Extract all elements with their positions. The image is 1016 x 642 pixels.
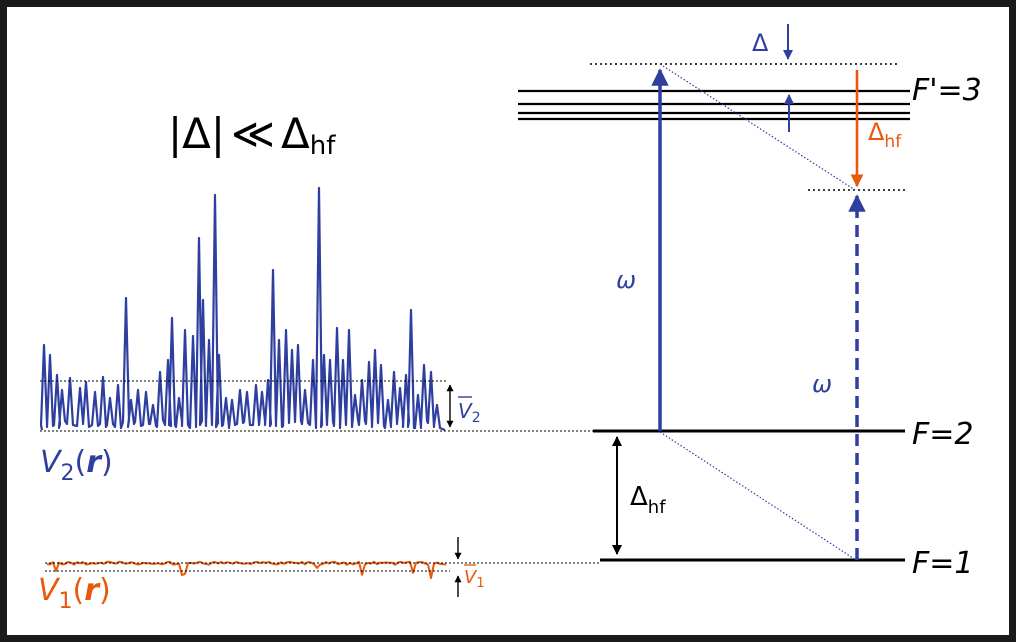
diagonal-lower (659, 431, 857, 561)
hf-ground-label: Δhf (630, 482, 666, 518)
v1-label: V1(r) (38, 573, 111, 614)
condition-text: |Δ| ≪ Δhf (168, 109, 336, 161)
excited-level-label: F'=3 (912, 73, 982, 108)
f1-level-label: F=1 (912, 546, 973, 581)
v2-potential-trace (39, 186, 446, 432)
diagonal-upper (662, 65, 856, 191)
hf-label-orange: Δhf (868, 118, 902, 152)
f2-level-label: F=2 (912, 417, 973, 452)
omega-label-dashed: ω (812, 370, 832, 398)
v1-mean-label: V1 (464, 567, 485, 591)
diagram-panel (7, 7, 1009, 635)
omega-label-solid: ω (616, 266, 636, 294)
detuning-label: Δ (752, 29, 769, 57)
v2-mean-label: V2 (458, 399, 481, 426)
v2-label: V2(r) (40, 445, 113, 486)
